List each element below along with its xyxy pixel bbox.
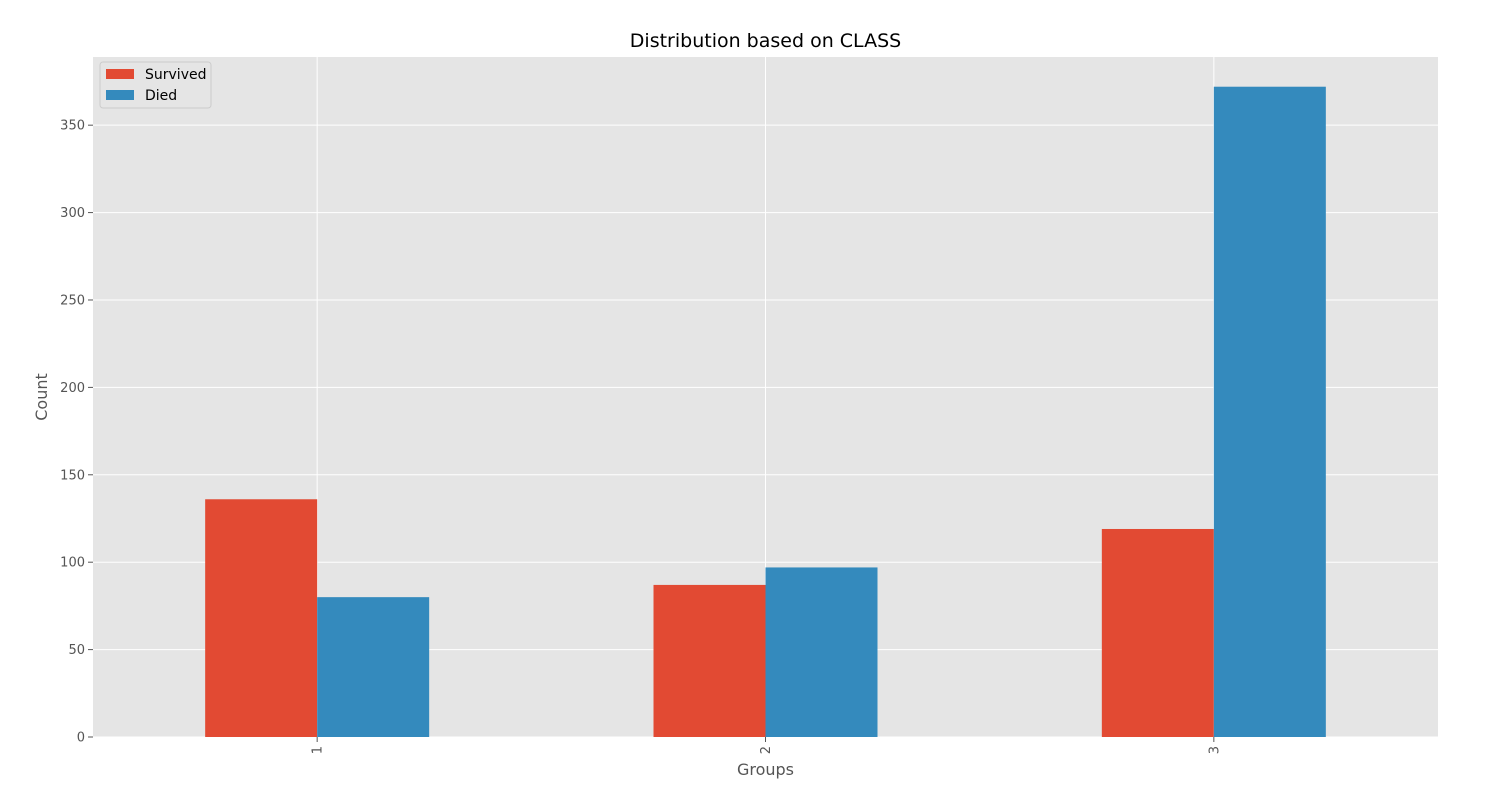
- legend-label-survived: Survived: [145, 67, 206, 83]
- y-tick-label-3: 150: [60, 468, 85, 483]
- bar-died-3: [1213, 86, 1326, 737]
- bar-survived-1: [205, 499, 318, 737]
- bar-died-1: [317, 597, 430, 737]
- x-axis-label: Groups: [737, 760, 794, 779]
- y-tick-label-2: 100: [60, 556, 85, 571]
- x-tick-label-2: 3: [1207, 746, 1222, 754]
- y-tick-label-5: 250: [60, 293, 85, 308]
- y-tick-label-1: 50: [68, 643, 85, 658]
- x-axis-ticks: 1 2 3: [311, 737, 1222, 754]
- y-tick-label-6: 300: [60, 206, 85, 221]
- bar-survived-2: [653, 584, 766, 737]
- bar-died-2: [765, 567, 878, 737]
- y-tick-label-7: 350: [60, 119, 85, 134]
- y-axis-ticks: 0 50 100 150 200 250 300 350: [60, 119, 93, 746]
- chart-title: Distribution based on CLASS: [630, 30, 901, 52]
- bars: [205, 86, 1326, 737]
- legend-swatch-died: [106, 90, 134, 100]
- legend-swatch-survived: [106, 69, 134, 79]
- y-axis-label: Count: [32, 373, 51, 421]
- legend-label-died: Died: [145, 88, 177, 104]
- y-tick-label-0: 0: [77, 731, 85, 746]
- bar-survived-3: [1101, 528, 1214, 737]
- legend: Survived Died: [99, 61, 212, 109]
- x-tick-label-0: 1: [311, 746, 326, 754]
- y-tick-label-4: 200: [60, 381, 85, 396]
- x-tick-label-1: 2: [759, 746, 774, 754]
